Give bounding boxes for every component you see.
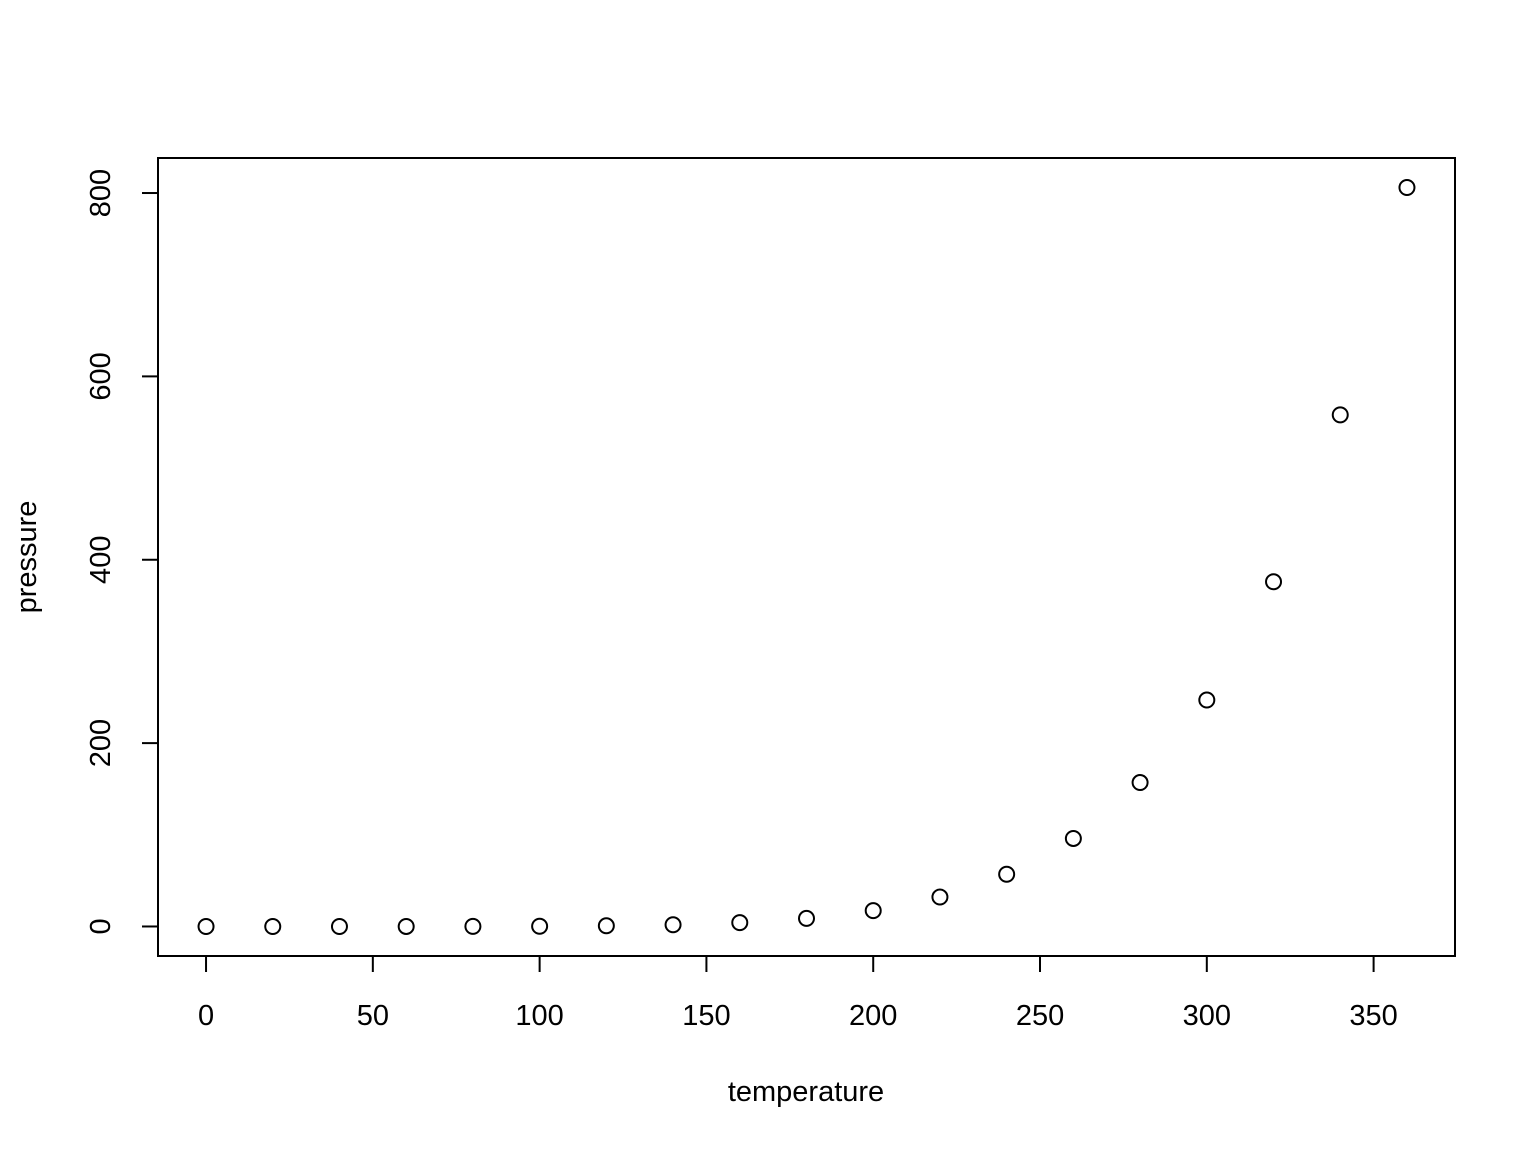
y-tick-label: 400 xyxy=(85,536,117,584)
x-tick-label: 50 xyxy=(357,1000,389,1032)
x-tick-label: 100 xyxy=(515,1000,563,1032)
data-point xyxy=(798,909,815,927)
data-points xyxy=(197,179,1416,935)
data-point xyxy=(731,914,749,932)
data-point xyxy=(597,917,615,935)
data-point xyxy=(1131,774,1149,792)
y-axis-title: pressure xyxy=(11,501,43,614)
y-tick-label: 200 xyxy=(85,719,117,767)
y-tick-label: 800 xyxy=(85,169,117,217)
y-tick-label: 600 xyxy=(85,352,117,400)
data-point xyxy=(1064,829,1082,847)
x-tick-label: 200 xyxy=(849,1000,897,1032)
data-point xyxy=(464,917,482,935)
data-point xyxy=(1398,179,1416,197)
data-point xyxy=(1198,691,1216,709)
x-tick-label: 150 xyxy=(682,1000,730,1032)
y-tick-label: 0 xyxy=(85,918,117,934)
data-point xyxy=(264,917,282,935)
x-tick-label: 350 xyxy=(1349,1000,1397,1032)
data-point xyxy=(531,917,549,935)
x-tick-label: 0 xyxy=(198,1000,214,1032)
data-point xyxy=(1331,406,1349,424)
data-point xyxy=(931,888,949,906)
data-point xyxy=(998,865,1016,883)
y-axis: 0 200 400 600 800 xyxy=(85,169,159,935)
data-point xyxy=(864,902,882,920)
x-axis-title: temperature xyxy=(728,1076,884,1108)
x-tick-label: 250 xyxy=(1016,1000,1064,1032)
data-point xyxy=(197,917,215,935)
x-tick-label: 300 xyxy=(1183,1000,1231,1032)
x-axis: 0 50 100 150 200 250 300 350 xyxy=(198,955,1398,1032)
data-point xyxy=(330,917,348,935)
data-point xyxy=(1265,573,1283,591)
data-point xyxy=(397,917,415,935)
data-point xyxy=(664,916,682,934)
